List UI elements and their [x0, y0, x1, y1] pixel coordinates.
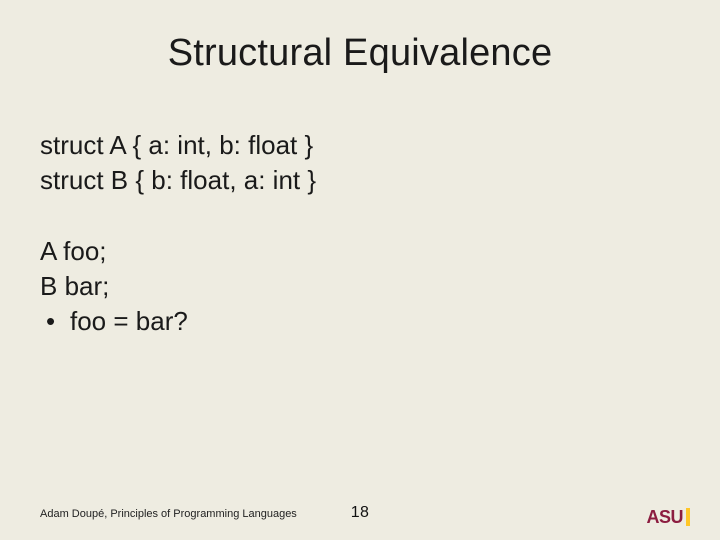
code-line-4: B bar; — [40, 269, 660, 304]
slide: Structural Equivalence struct A { a: int… — [0, 0, 720, 540]
slide-body: struct A { a: int, b: float } struct B {… — [40, 128, 660, 339]
asu-logo-text: ASU — [646, 508, 683, 526]
bullet-icon: • — [46, 304, 64, 339]
page-number: 18 — [0, 504, 720, 522]
asu-logo-bar-icon — [686, 508, 690, 526]
bullet-line: • foo = bar? — [40, 304, 660, 339]
code-line-2: struct B { b: float, a: int } — [40, 163, 660, 198]
code-line-1: struct A { a: int, b: float } — [40, 128, 660, 163]
spacer — [40, 198, 660, 234]
code-line-3: A foo; — [40, 234, 660, 269]
slide-title: Structural Equivalence — [0, 32, 720, 75]
asu-logo: ASU — [646, 504, 690, 526]
bullet-text: foo = bar? — [70, 304, 188, 339]
